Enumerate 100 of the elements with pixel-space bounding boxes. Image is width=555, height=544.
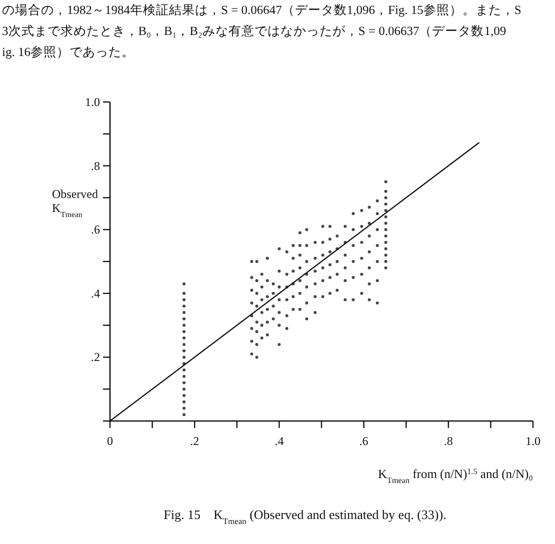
point xyxy=(336,272,339,276)
point xyxy=(285,250,288,254)
point xyxy=(314,295,317,298)
xtick: 1.0 xyxy=(526,434,540,448)
point xyxy=(305,244,308,248)
point xyxy=(285,326,288,330)
point xyxy=(360,292,364,295)
point xyxy=(376,244,379,248)
xtick: 0 xyxy=(107,434,113,448)
point xyxy=(182,298,186,302)
point xyxy=(384,215,388,218)
point xyxy=(368,298,371,302)
point xyxy=(292,256,295,260)
point xyxy=(260,286,264,289)
annotation: ig. 16参照）であった。 xyxy=(2,45,134,59)
point xyxy=(328,224,332,228)
point xyxy=(305,260,308,263)
point xyxy=(336,260,339,263)
point xyxy=(321,254,324,257)
point xyxy=(321,295,324,298)
point xyxy=(278,298,281,302)
point xyxy=(182,282,186,286)
point xyxy=(292,308,295,311)
ytick: .4 xyxy=(91,286,100,300)
point xyxy=(182,413,186,416)
point xyxy=(384,240,388,244)
point xyxy=(368,234,371,238)
point xyxy=(298,244,302,248)
point xyxy=(384,208,388,212)
point xyxy=(278,342,281,346)
point xyxy=(305,317,308,320)
point xyxy=(285,314,288,318)
point xyxy=(250,276,254,279)
point xyxy=(255,260,258,263)
point xyxy=(321,266,324,270)
point xyxy=(360,272,364,276)
point xyxy=(260,324,264,327)
point xyxy=(278,324,281,327)
point xyxy=(298,254,302,257)
point xyxy=(298,279,302,282)
point xyxy=(368,206,371,209)
ylabel: K$_{Tmean}$ xyxy=(52,201,82,218)
point xyxy=(328,276,332,279)
xlabel: K$_{Tmean}$ from (n/N)$^{1.5}$ and (n/N)₀ xyxy=(378,466,533,484)
point xyxy=(352,244,355,248)
point xyxy=(344,224,347,228)
point xyxy=(298,231,302,234)
point xyxy=(285,272,288,276)
point xyxy=(292,270,295,273)
point xyxy=(360,256,364,260)
ytick: .6 xyxy=(91,222,100,237)
point xyxy=(352,276,355,279)
point xyxy=(336,288,339,292)
point xyxy=(384,266,388,270)
ylabel: Observed xyxy=(52,187,98,201)
point xyxy=(328,292,332,295)
point xyxy=(321,224,324,228)
point xyxy=(250,340,254,343)
point xyxy=(182,400,186,404)
point xyxy=(278,270,281,273)
point xyxy=(384,260,388,263)
point xyxy=(272,292,275,295)
point xyxy=(328,263,332,266)
point xyxy=(376,199,379,202)
annotation: 3次式まで求めたとき，B₀，B₁，B₂みな有意ではなかったが，S = 0.06637（データ数1,09 xyxy=(2,24,506,38)
point xyxy=(360,240,364,244)
point xyxy=(272,282,275,286)
point xyxy=(292,295,295,298)
point xyxy=(182,311,186,314)
point xyxy=(384,254,388,257)
point xyxy=(368,222,371,225)
point xyxy=(255,330,258,334)
point xyxy=(250,326,254,330)
point xyxy=(344,266,347,270)
point xyxy=(314,240,317,244)
point xyxy=(182,342,186,346)
ytick: 1.0 xyxy=(85,95,100,109)
caption: Fig. 15 K$_{Tmean}$ (Observed and estimated by eq. (33)). xyxy=(164,507,446,526)
point xyxy=(260,298,264,302)
point xyxy=(352,212,355,216)
point xyxy=(182,356,186,359)
point xyxy=(321,279,324,282)
point xyxy=(384,180,388,184)
point xyxy=(314,282,317,286)
xtick: .4 xyxy=(274,434,284,448)
point xyxy=(182,394,186,397)
point xyxy=(336,234,339,238)
point xyxy=(314,256,317,260)
xtick: .8 xyxy=(444,434,453,448)
point xyxy=(250,352,254,356)
point xyxy=(384,222,388,225)
point xyxy=(182,388,186,391)
point xyxy=(352,260,355,263)
point xyxy=(182,381,186,384)
point xyxy=(182,374,186,378)
annotation: の場合の，1982～1984年検証結果は，S = 0.06647（データ数1,096，Fig. 15参照）。また，S xyxy=(2,3,522,17)
point xyxy=(182,349,186,352)
point xyxy=(328,250,332,254)
point xyxy=(314,311,317,314)
point xyxy=(182,324,186,327)
